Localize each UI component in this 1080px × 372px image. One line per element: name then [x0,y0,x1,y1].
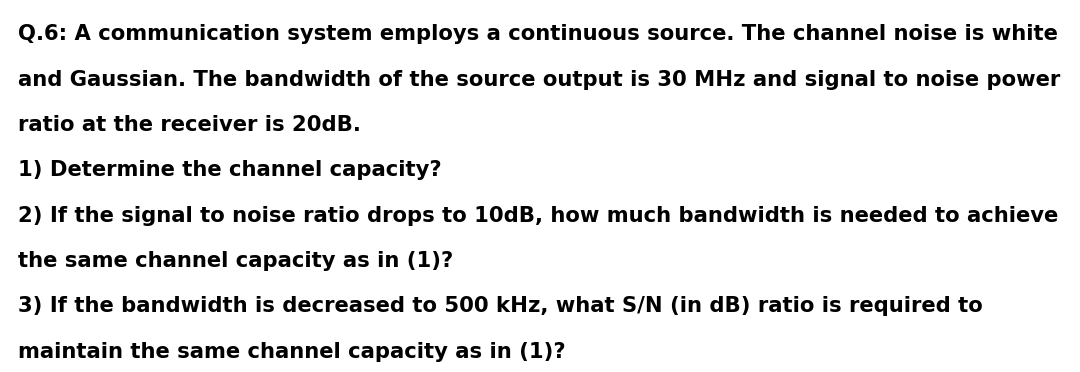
Text: Q.6: A communication system employs a continuous source. The channel noise is wh: Q.6: A communication system employs a co… [18,24,1058,44]
Text: the same channel capacity as in (1)?: the same channel capacity as in (1)? [18,251,454,271]
Text: 2) If the signal to noise ratio drops to 10dB, how much bandwidth is needed to a: 2) If the signal to noise ratio drops to… [18,206,1058,226]
Text: 3) If the bandwidth is decreased to 500 kHz, what S/N (in dB) ratio is required : 3) If the bandwidth is decreased to 500 … [18,296,983,317]
Text: maintain the same channel capacity as in (1)?: maintain the same channel capacity as in… [18,342,566,362]
Text: and Gaussian. The bandwidth of the source output is 30 MHz and signal to noise p: and Gaussian. The bandwidth of the sourc… [18,70,1061,90]
Text: 1) Determine the channel capacity?: 1) Determine the channel capacity? [18,160,442,180]
Text: ratio at the receiver is 20dB.: ratio at the receiver is 20dB. [18,115,361,135]
